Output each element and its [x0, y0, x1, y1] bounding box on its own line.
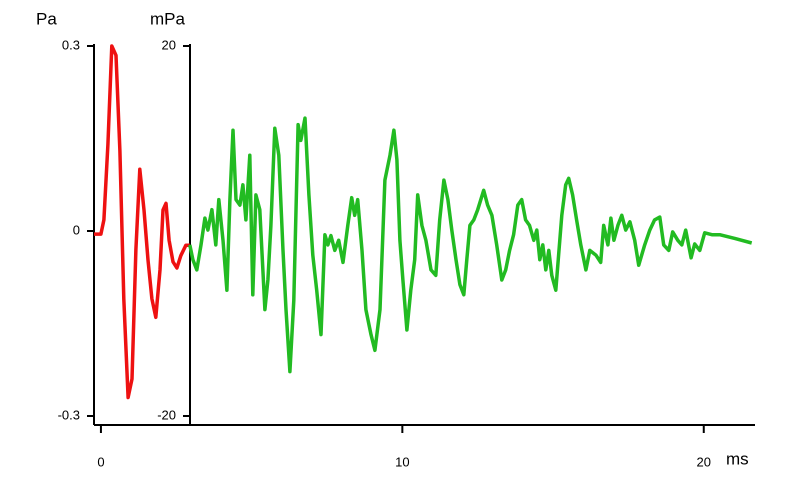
x-tick-label: 10	[395, 454, 409, 469]
y2-tick-label: 20	[162, 37, 176, 52]
y-tick-label: -0.3	[58, 407, 80, 422]
x-axis-label: ms	[726, 449, 749, 468]
x-tick-label: 0	[97, 454, 104, 469]
series-line	[94, 44, 190, 400]
x-tick-label: 20	[697, 454, 711, 469]
y-tick-label: 0.3	[62, 37, 80, 52]
y2-tick-label: -20	[157, 407, 176, 422]
y-axis-label: Pa	[36, 9, 57, 28]
y2-axis-label: mPa	[150, 9, 186, 28]
series-line	[188, 116, 753, 374]
y-tick-label: 0	[73, 222, 80, 237]
